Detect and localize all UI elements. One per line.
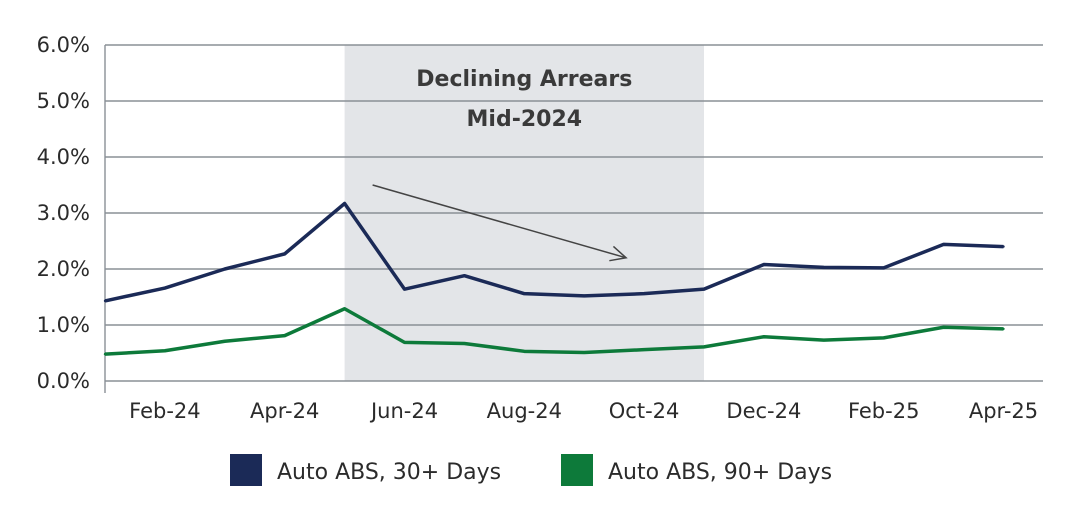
- legend-swatch-90-days: [561, 454, 593, 486]
- arrow-head: [609, 245, 628, 262]
- y-tick-label: 4.0%: [37, 145, 90, 169]
- trend-arrow: [372, 184, 628, 262]
- x-tick-label: Jun-24: [369, 399, 438, 423]
- x-tick-label: Aug-24: [487, 399, 562, 423]
- data-point: [283, 334, 286, 337]
- data-point: [223, 340, 226, 343]
- series-line-30-days: [104, 201, 1004, 303]
- data-point: [523, 350, 526, 353]
- data-point: [463, 342, 466, 345]
- data-point: [283, 252, 286, 256]
- series-lines: [103, 201, 1005, 356]
- data-point: [642, 348, 646, 351]
- x-axis-tick-labels: Feb-24 Apr-24 Jun-24 Aug-24 Oct-24 Dec-24 Feb-…: [129, 399, 1038, 423]
- y-tick-label: 1.0%: [37, 313, 90, 337]
- data-point: [103, 352, 107, 356]
- data-point: [942, 326, 945, 329]
- data-point: [343, 202, 346, 205]
- x-tick-label: Dec-24: [726, 399, 801, 423]
- shaded-region-label-line-2: Mid-2024: [467, 107, 583, 132]
- y-tick-label: 2.0%: [37, 257, 90, 281]
- data-point: [163, 349, 167, 352]
- data-point: [942, 243, 945, 246]
- legend: Auto ABS, 30+ Days Auto ABS, 90+ Days: [230, 454, 832, 486]
- legend-label-90-days: Auto ABS, 90+ Days: [608, 460, 832, 485]
- data-point: [223, 267, 226, 271]
- y-tick-label: 3.0%: [37, 201, 90, 225]
- data-point: [343, 307, 346, 310]
- data-point: [702, 287, 706, 291]
- x-tick-label: Oct-24: [609, 399, 680, 423]
- data-point: [882, 266, 885, 270]
- gridlines: [104, 44, 1043, 393]
- legend-swatch-30-days: [230, 454, 262, 486]
- data-point: [642, 292, 646, 295]
- data-point: [523, 292, 526, 295]
- data-point: [163, 286, 167, 290]
- shaded-region-label-line-1: Declining Arrears: [416, 67, 632, 92]
- data-point: [1002, 245, 1005, 248]
- data-point: [463, 274, 466, 277]
- y-tick-label: 0.0%: [37, 369, 90, 393]
- x-tick-label: Feb-24: [129, 399, 200, 423]
- x-tick-label: Feb-25: [848, 399, 919, 423]
- data-point: [403, 341, 406, 344]
- data-point: [702, 345, 706, 349]
- legend-label-30-days: Auto ABS, 30+ Days: [277, 460, 501, 485]
- data-point: [762, 335, 766, 338]
- data-point: [762, 263, 766, 266]
- data-point: [583, 351, 586, 354]
- y-tick-label: 6.0%: [37, 33, 90, 57]
- x-tick-label: Apr-24: [250, 399, 319, 423]
- data-point: [583, 294, 586, 298]
- data-point: [822, 266, 825, 269]
- data-point: [403, 287, 406, 291]
- arrow-shaft: [372, 184, 627, 259]
- x-tick-label: Apr-25: [969, 399, 1038, 423]
- y-axis-tick-labels: 0.0% 1.0% 2.0% 3.0% 4.0% 5.0% 6.0%: [37, 33, 90, 393]
- data-point: [822, 338, 825, 342]
- y-tick-label: 5.0%: [37, 89, 90, 113]
- data-point: [1002, 327, 1005, 331]
- series-line-90-days: [104, 307, 1004, 356]
- data-point: [882, 336, 885, 340]
- data-point: [103, 299, 107, 303]
